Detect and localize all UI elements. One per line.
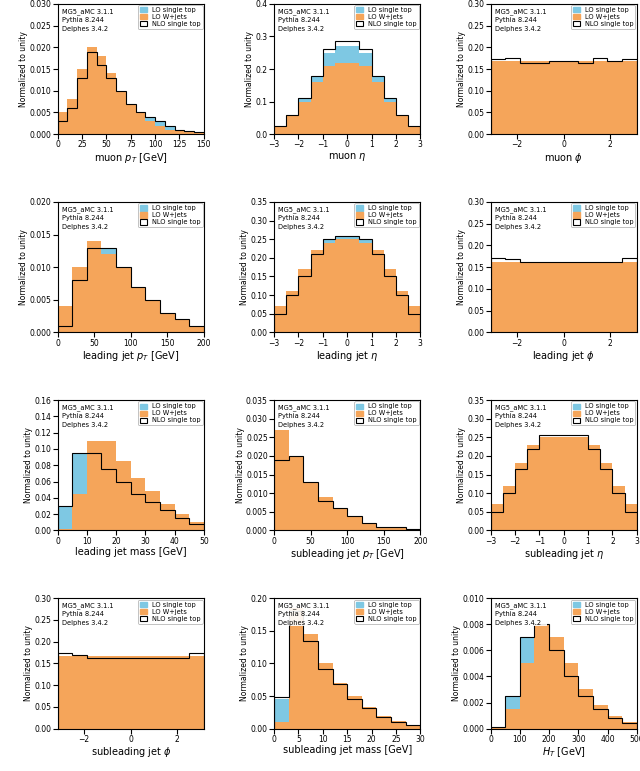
Y-axis label: Normalized to unity: Normalized to unity: [457, 427, 466, 503]
Text: MG5_aMC 3.1.1
Pythia 8.244
Delphes 3.4.2: MG5_aMC 3.1.1 Pythia 8.244 Delphes 3.4.2: [62, 404, 113, 428]
X-axis label: leading jet $\eta$: leading jet $\eta$: [316, 349, 378, 363]
Legend: LO single top, LO W+jets, NLO single top: LO single top, LO W+jets, NLO single top: [571, 204, 636, 227]
Text: MG5_aMC 3.1.1
Pythia 8.244
Delphes 3.4.2: MG5_aMC 3.1.1 Pythia 8.244 Delphes 3.4.2: [495, 404, 547, 428]
X-axis label: muon $\phi$: muon $\phi$: [544, 151, 583, 165]
Text: MG5_aMC 3.1.1
Pythia 8.244
Delphes 3.4.2: MG5_aMC 3.1.1 Pythia 8.244 Delphes 3.4.2: [62, 8, 113, 32]
Text: MG5_aMC 3.1.1
Pythia 8.244
Delphes 3.4.2: MG5_aMC 3.1.1 Pythia 8.244 Delphes 3.4.2: [278, 206, 330, 230]
X-axis label: leading jet $\phi$: leading jet $\phi$: [532, 349, 595, 363]
Text: MG5_aMC 3.1.1
Pythia 8.244
Delphes 3.4.2: MG5_aMC 3.1.1 Pythia 8.244 Delphes 3.4.2: [278, 8, 330, 32]
Y-axis label: Normalized to unity: Normalized to unity: [452, 625, 461, 702]
X-axis label: leading jet $p_T$ [GeV]: leading jet $p_T$ [GeV]: [82, 349, 179, 363]
Legend: LO single top, LO W+jets, NLO single top: LO single top, LO W+jets, NLO single top: [138, 5, 202, 29]
Y-axis label: Normalized to unity: Normalized to unity: [24, 427, 33, 503]
Legend: LO single top, LO W+jets, NLO single top: LO single top, LO W+jets, NLO single top: [355, 5, 419, 29]
X-axis label: leading jet mass [GeV]: leading jet mass [GeV]: [75, 547, 186, 557]
Text: MG5_aMC 3.1.1
Pythia 8.244
Delphes 3.4.2: MG5_aMC 3.1.1 Pythia 8.244 Delphes 3.4.2: [495, 206, 547, 230]
Legend: LO single top, LO W+jets, NLO single top: LO single top, LO W+jets, NLO single top: [571, 402, 636, 426]
Legend: LO single top, LO W+jets, NLO single top: LO single top, LO W+jets, NLO single top: [355, 204, 419, 227]
Text: MG5_aMC 3.1.1
Pythia 8.244
Delphes 3.4.2: MG5_aMC 3.1.1 Pythia 8.244 Delphes 3.4.2: [62, 602, 113, 626]
X-axis label: muon $p_T$ [GeV]: muon $p_T$ [GeV]: [94, 151, 168, 165]
Legend: LO single top, LO W+jets, NLO single top: LO single top, LO W+jets, NLO single top: [571, 5, 636, 29]
X-axis label: subleading jet $p_T$ [GeV]: subleading jet $p_T$ [GeV]: [290, 547, 404, 561]
Y-axis label: Normalized to unity: Normalized to unity: [245, 31, 254, 107]
Y-axis label: Normalized to unity: Normalized to unity: [19, 31, 28, 107]
X-axis label: subleading jet $\phi$: subleading jet $\phi$: [91, 746, 171, 759]
Text: MG5_aMC 3.1.1
Pythia 8.244
Delphes 3.4.2: MG5_aMC 3.1.1 Pythia 8.244 Delphes 3.4.2: [62, 206, 113, 230]
Y-axis label: Normalized to unity: Normalized to unity: [241, 625, 250, 702]
Y-axis label: Normalized to unity: Normalized to unity: [457, 229, 466, 305]
Legend: LO single top, LO W+jets, NLO single top: LO single top, LO W+jets, NLO single top: [571, 600, 636, 624]
Y-axis label: Normalized to unity: Normalized to unity: [19, 229, 28, 305]
Text: MG5_aMC 3.1.1
Pythia 8.244
Delphes 3.4.2: MG5_aMC 3.1.1 Pythia 8.244 Delphes 3.4.2: [278, 602, 330, 626]
Legend: LO single top, LO W+jets, NLO single top: LO single top, LO W+jets, NLO single top: [138, 204, 202, 227]
X-axis label: $H_T$ [GeV]: $H_T$ [GeV]: [541, 746, 586, 759]
Text: MG5_aMC 3.1.1
Pythia 8.244
Delphes 3.4.2: MG5_aMC 3.1.1 Pythia 8.244 Delphes 3.4.2: [495, 8, 547, 32]
Y-axis label: Normalized to unity: Normalized to unity: [457, 31, 466, 107]
X-axis label: muon $\eta$: muon $\eta$: [328, 151, 367, 163]
Legend: LO single top, LO W+jets, NLO single top: LO single top, LO W+jets, NLO single top: [355, 600, 419, 624]
X-axis label: subleading jet $\eta$: subleading jet $\eta$: [524, 547, 604, 561]
Text: MG5_aMC 3.1.1
Pythia 8.244
Delphes 3.4.2: MG5_aMC 3.1.1 Pythia 8.244 Delphes 3.4.2: [278, 404, 330, 428]
Y-axis label: Normalized to unity: Normalized to unity: [24, 625, 33, 702]
Legend: LO single top, LO W+jets, NLO single top: LO single top, LO W+jets, NLO single top: [138, 402, 202, 426]
Legend: LO single top, LO W+jets, NLO single top: LO single top, LO W+jets, NLO single top: [355, 402, 419, 426]
Text: MG5_aMC 3.1.1
Pythia 8.244
Delphes 3.4.2: MG5_aMC 3.1.1 Pythia 8.244 Delphes 3.4.2: [495, 602, 547, 626]
Y-axis label: Normalized to unity: Normalized to unity: [241, 229, 250, 305]
Y-axis label: Normalized to unity: Normalized to unity: [236, 427, 244, 503]
Legend: LO single top, LO W+jets, NLO single top: LO single top, LO W+jets, NLO single top: [138, 600, 202, 624]
X-axis label: subleading jet mass [GeV]: subleading jet mass [GeV]: [283, 746, 412, 756]
